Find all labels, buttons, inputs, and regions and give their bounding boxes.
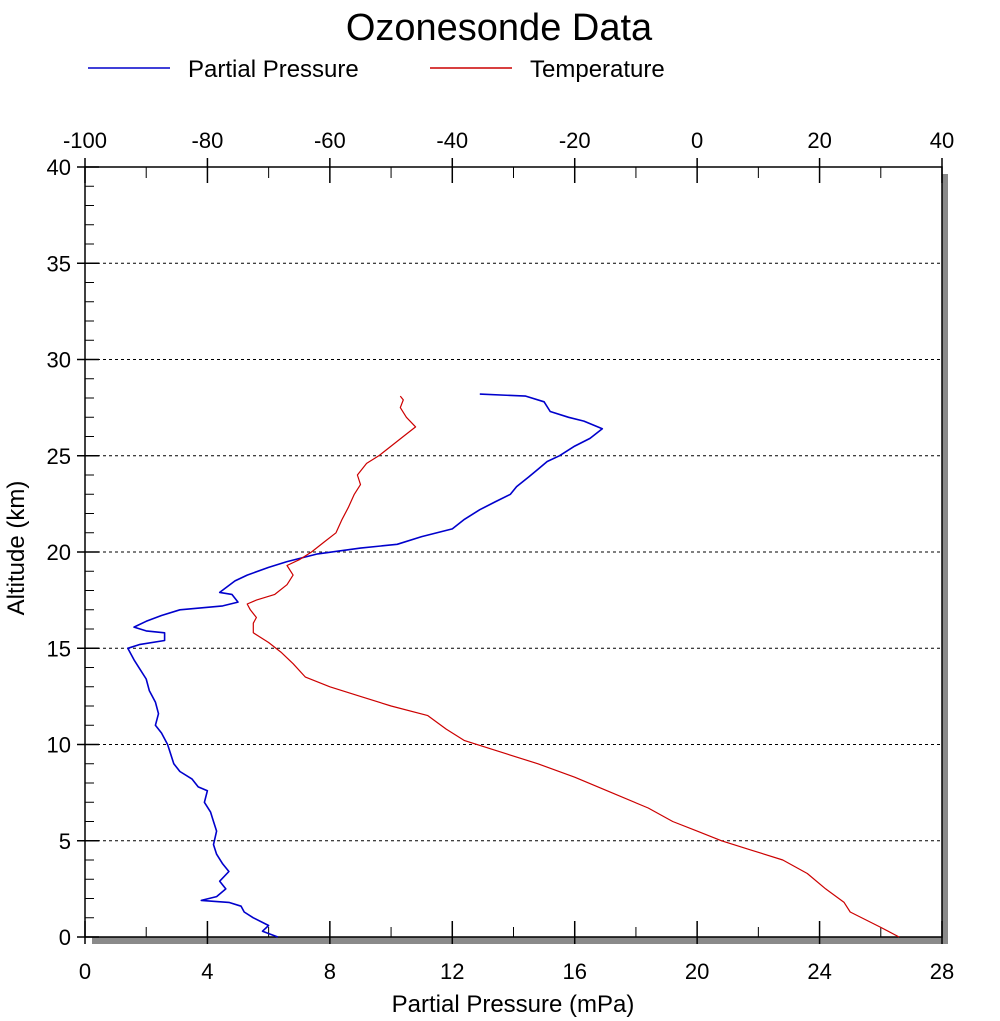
x-top-tick-label: 20 xyxy=(807,128,831,153)
series-line-temperature xyxy=(246,395,900,938)
x-bottom-tick-label: 28 xyxy=(930,959,954,984)
tick-labels: 0 5 10 15 20 25 30 35 40 0 4 8 12 16 20 24 28 -100 -80 -60 -… xyxy=(47,128,955,984)
series-line-partial-pressure xyxy=(127,393,604,938)
x-top-tick-label: -80 xyxy=(192,128,224,153)
legend-label-partial-pressure: Partial Pressure xyxy=(188,56,359,83)
x-top-tick-label: 40 xyxy=(930,128,954,153)
y-tick-label: 5 xyxy=(59,829,71,854)
y-tick-label: 0 xyxy=(59,925,71,950)
x-top-tick-label: -60 xyxy=(314,128,346,153)
x-top-tick-label: 0 xyxy=(691,128,703,153)
y-axis-label: Altitude (km) xyxy=(3,481,30,616)
y-tick-label: 20 xyxy=(47,540,71,565)
axis-ticks xyxy=(77,158,943,944)
x-bottom-tick-label: 20 xyxy=(685,959,709,984)
legend-label-temperature: Temperature xyxy=(530,56,665,83)
y-tick-label: 35 xyxy=(47,251,71,276)
x-top-tick-label: -20 xyxy=(559,128,591,153)
x-axis-label: Partial Pressure (mPa) xyxy=(392,991,635,1018)
y-tick-label: 25 xyxy=(47,444,71,469)
series-layer xyxy=(127,393,900,938)
grid-lines xyxy=(85,262,942,842)
x-bottom-tick-label: 16 xyxy=(562,959,586,984)
y-tick-label: 40 xyxy=(47,155,71,180)
chart-title: Ozonesonde Data xyxy=(346,7,653,49)
x-bottom-tick-label: 12 xyxy=(440,959,464,984)
x-top-tick-label: -100 xyxy=(63,128,107,153)
y-tick-label: 15 xyxy=(47,636,71,661)
x-bottom-tick-label: 4 xyxy=(201,959,213,984)
x-bottom-tick-label: 0 xyxy=(79,959,91,984)
y-tick-label: 10 xyxy=(47,733,71,758)
x-bottom-tick-label: 24 xyxy=(807,959,831,984)
x-bottom-tick-label: 8 xyxy=(324,959,336,984)
legend: Partial Pressure Temperature xyxy=(88,56,665,83)
y-tick-label: 30 xyxy=(47,348,71,373)
x-top-tick-label: -40 xyxy=(436,128,468,153)
